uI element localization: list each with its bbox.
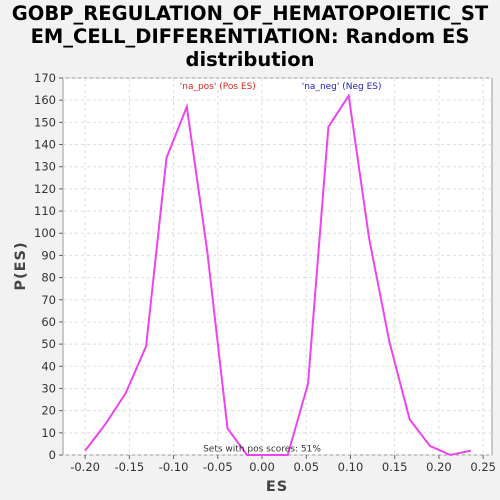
chart-title-line-3: distribution: [185, 48, 315, 71]
y-tick-label: 110: [34, 204, 56, 218]
y-tick-label: 60: [41, 315, 56, 329]
x-tick-label: 0.05: [293, 460, 319, 474]
y-axis-label: P(ES): [13, 241, 29, 290]
y-axis-ticks: 0 10 20 30 40 50 60 70 80 90 100 110 120 130 140 150 160…: [34, 71, 63, 462]
annotation-label: Sets with pos scores: 51%: [203, 445, 321, 455]
x-tick-label: -0.15: [114, 460, 144, 474]
y-tick-label: 90: [41, 248, 56, 262]
y-tick-label: 40: [41, 359, 56, 373]
annotations: 'na_pos' (Pos ES) 'na_neg' (Neg ES) Sets w…: [180, 82, 382, 455]
x-tick-label: 0.10: [338, 460, 364, 474]
y-tick-label: 130: [34, 160, 56, 174]
grid-lines: [63, 77, 492, 456]
x-tick-label: -0.10: [159, 460, 189, 474]
y-tick-label: 120: [34, 182, 56, 196]
x-tick-label: 0.25: [470, 460, 496, 474]
x-axis-ticks: -0.20 -0.15 -0.10 -0.05 0.00 0.05 0.10 0.15 0.20…: [70, 455, 496, 474]
plot-area: [62, 77, 493, 456]
chart-title-line-2: EM_CELL_DIFFERENTIATION: Random ES: [30, 25, 470, 48]
y-tick-label: 150: [34, 115, 56, 129]
x-tick-label: -0.20: [70, 460, 100, 474]
chart-title-line-1: GOBP_REGULATION_OF_HEMATOPOIETIC_ST: [11, 2, 489, 25]
y-tick-label: 70: [41, 293, 56, 307]
series-group: [84, 92, 472, 457]
x-tick-label: 0.20: [426, 460, 452, 474]
y-tick-label: 160: [34, 93, 56, 107]
y-tick-label: 50: [41, 337, 56, 351]
series-line: [84, 92, 472, 457]
y-tick-label: 140: [34, 138, 56, 152]
y-tick-label: 100: [34, 226, 56, 240]
x-axis-label: ES: [266, 479, 288, 495]
x-tick-label: -0.05: [203, 460, 233, 474]
y-tick-label: 170: [34, 71, 56, 85]
annotation-label: 'na_pos' (Pos ES): [180, 82, 256, 92]
y-tick-label: 30: [41, 381, 56, 395]
y-tick-label: 10: [41, 426, 56, 440]
x-tick-label: 0.00: [249, 460, 275, 474]
y-tick-label: 0: [49, 448, 56, 462]
annotation-label: 'na_neg' (Neg ES): [302, 82, 382, 92]
x-tick-label: 0.15: [382, 460, 408, 474]
chart-title: GOBP_REGULATION_OF_HEMATOPOIETIC_ST EM_C…: [0, 2, 500, 71]
y-tick-label: 20: [41, 404, 56, 418]
y-tick-label: 80: [41, 271, 56, 285]
